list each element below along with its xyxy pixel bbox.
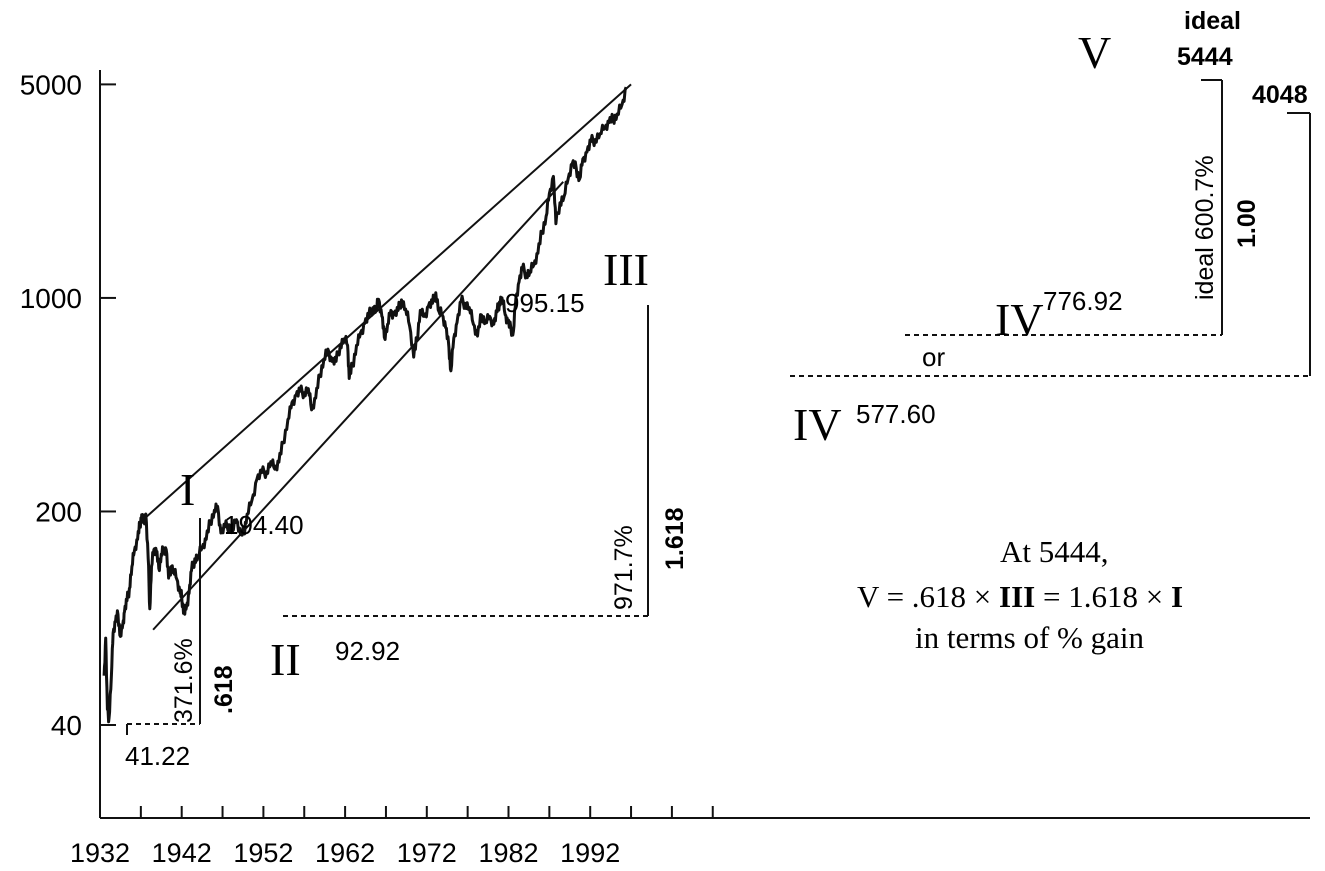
x-tick-label: 1962 [315, 838, 375, 868]
x-tick-label: 1992 [560, 838, 620, 868]
level-wave3: 995.15 [505, 288, 585, 318]
level-wave4b: 577.60 [856, 399, 936, 429]
pct-wave5-ideal: ideal 600.7% [1191, 155, 1219, 300]
note-line-2-wave1: I [1171, 579, 1183, 614]
wave-label-5: V [1078, 27, 1111, 78]
note-line-2: V = .618 × III = 1.618 × I [857, 579, 1183, 614]
wave-label-4a: IV [995, 294, 1044, 345]
wave-label-4b: IV [793, 399, 842, 450]
level-wave2: 92.92 [335, 636, 400, 666]
wave-label-1: I [180, 464, 195, 515]
ratio-wave3: 1.618 [661, 507, 689, 570]
trendline-1 [137, 83, 632, 525]
y-tick-label: 1000 [20, 283, 82, 314]
axis-ticks: 1932 1942 1952 1962 1972 1982 1992 40 200 1000 500… [20, 69, 714, 868]
wave-label-3: III [603, 244, 649, 295]
ideal-label: ideal [1184, 7, 1241, 35]
y-tick-label: 5000 [20, 69, 82, 100]
x-tick-label: 1972 [397, 838, 457, 868]
price-line [102, 86, 628, 724]
note-line-2-wave3: III [999, 579, 1035, 614]
x-tick-label: 1952 [233, 838, 293, 868]
pct-wave1: 371.6% [170, 638, 198, 723]
or-label: or [922, 342, 945, 372]
level-wave1-high: 194.40 [224, 510, 304, 540]
x-tick-label: 1942 [152, 838, 212, 868]
level-wave4a: 776.92 [1043, 286, 1123, 316]
note-line-1: At 5444, [1000, 534, 1109, 569]
note-line-2-prefix: V = .618 × [857, 579, 999, 614]
y-tick-label: 200 [35, 496, 82, 527]
pct-wave3: 971.7% [610, 525, 638, 610]
ratio-wave1: .618 [210, 665, 238, 714]
wave-measurements [126, 79, 1311, 735]
trendline-2 [152, 181, 564, 631]
level-wave1-low: 41.22 [125, 741, 190, 771]
target-4048: 4048 [1252, 81, 1308, 109]
note-line-2-mid: = 1.618 × [1035, 579, 1171, 614]
x-tick-label: 1982 [478, 838, 538, 868]
x-tick-label: 1932 [70, 838, 130, 868]
ideal-value: 5444 [1177, 43, 1233, 71]
wave-label-2: II [270, 634, 301, 685]
axes [99, 70, 1310, 819]
y-tick-label: 40 [51, 710, 82, 741]
note-line-3: in terms of % gain [915, 620, 1145, 655]
price-series [102, 86, 628, 724]
channel-trendlines [137, 83, 632, 631]
ratio-wave5: 1.00 [1233, 199, 1261, 248]
